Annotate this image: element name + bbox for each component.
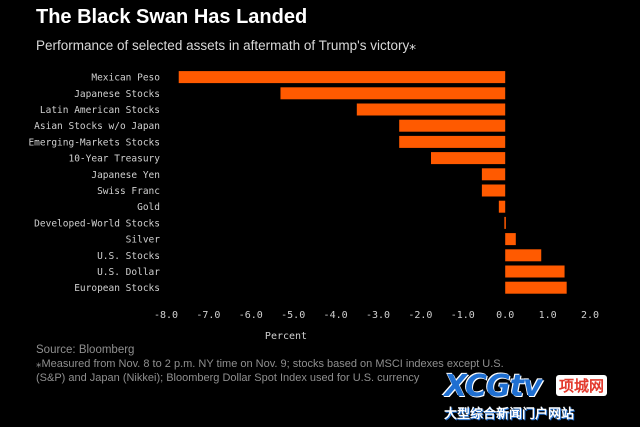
x-axis-label: Percent <box>265 331 307 340</box>
watermark-logo: XCGtv 项城网 大型综合新闻门户网站 <box>444 369 634 423</box>
x-tick-label: -2.0 <box>408 310 432 321</box>
x-tick-label: -1.0 <box>451 310 475 321</box>
category-label: 10-Year Treasury <box>68 154 160 165</box>
chart-title: The Black Swan Has Landed <box>36 6 308 28</box>
watermark-subtitle: 大型综合新闻门户网站 <box>444 406 575 421</box>
x-tick-label: -4.0 <box>324 310 348 321</box>
category-label: Emerging-Markets Stocks <box>28 137 160 148</box>
bar <box>481 184 506 197</box>
watermark-brand: XCGtv <box>444 369 543 404</box>
category-label: Swiss Franc <box>97 186 160 197</box>
bar <box>505 249 542 262</box>
bar <box>399 135 506 148</box>
watermark-badge: 项城网 <box>556 375 608 396</box>
category-label: European Stocks <box>74 283 160 294</box>
bar <box>505 281 567 294</box>
category-label: U.S. Dollar <box>97 267 160 278</box>
x-tick-label: 0.0 <box>496 310 514 321</box>
source-note: Source: Bloomberg <box>36 344 135 356</box>
category-label: U.S. Stocks <box>97 251 160 262</box>
bar-chart: Mexican Peso Japanese Stocks Latin America… <box>28 71 599 340</box>
category-label: Latin American Stocks <box>40 105 160 116</box>
bar <box>505 233 516 246</box>
x-tick-label: -7.0 <box>196 310 220 321</box>
category-label: Gold <box>137 202 160 213</box>
bar <box>498 200 506 213</box>
bar <box>431 152 506 165</box>
category-label: Silver <box>126 235 161 246</box>
bar <box>504 216 506 229</box>
category-label: Japanese Yen <box>91 170 160 181</box>
x-tick-label: -8.0 <box>154 310 178 321</box>
x-tick-label: 2.0 <box>581 310 599 321</box>
category-label: Developed-World Stocks <box>34 218 160 229</box>
x-tick-label: -3.0 <box>366 310 390 321</box>
category-label: Japanese Stocks <box>74 89 160 100</box>
category-label: Asian Stocks w/o Japan <box>34 121 160 132</box>
bar <box>481 168 506 181</box>
bar <box>178 71 506 84</box>
bar <box>356 103 506 116</box>
bar <box>280 87 506 100</box>
footnote: ⁎Measured from Nov. 8 to 2 p.m. NY time … <box>36 358 504 384</box>
chart-subtitle: Performance of selected assets in afterm… <box>36 38 416 53</box>
bar <box>399 119 506 132</box>
x-tick-label: 1.0 <box>539 310 557 321</box>
x-tick-label: -5.0 <box>281 310 305 321</box>
x-tick-label: -6.0 <box>239 310 263 321</box>
category-label: Mexican Peso <box>91 73 160 84</box>
bar <box>505 265 565 278</box>
